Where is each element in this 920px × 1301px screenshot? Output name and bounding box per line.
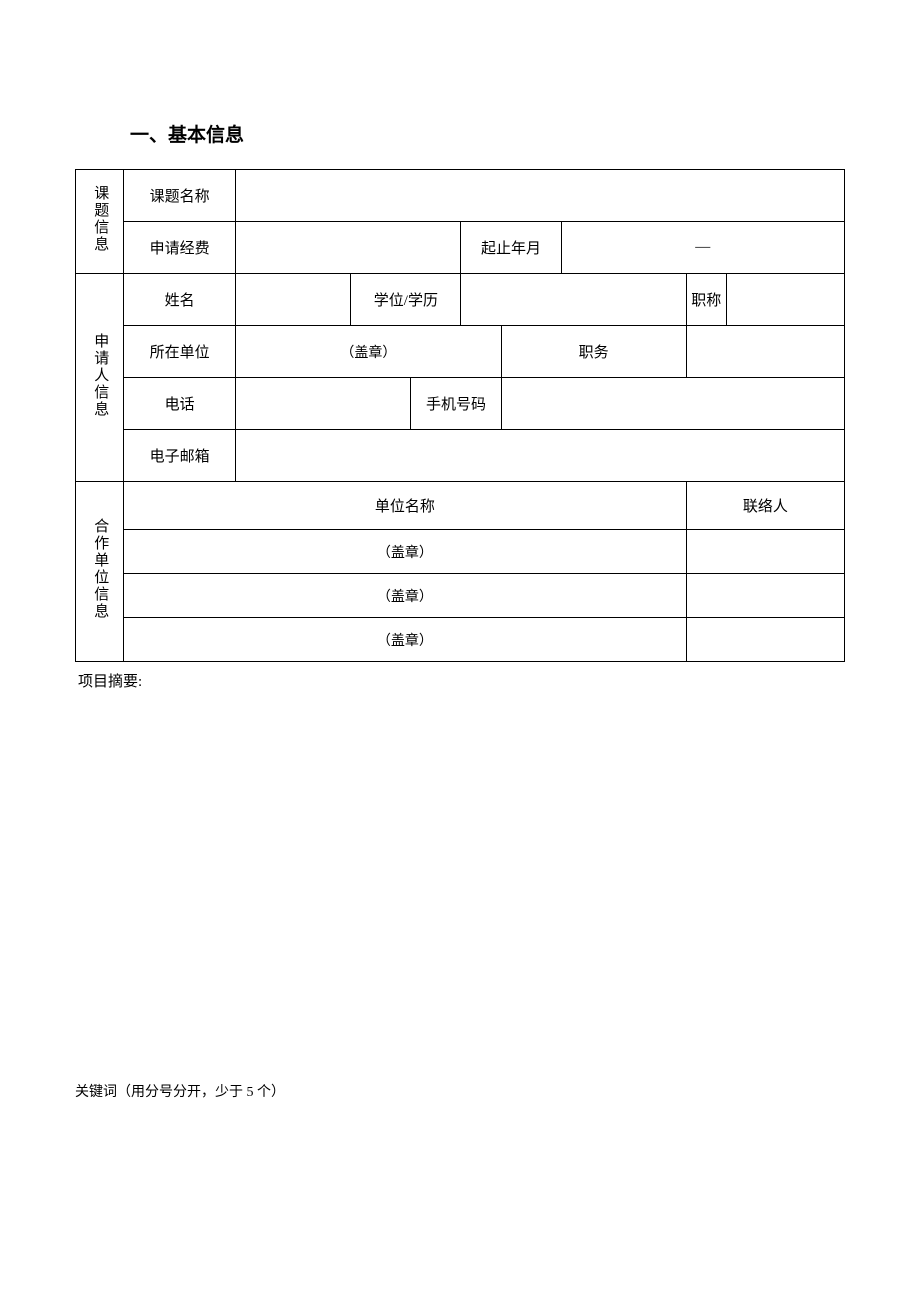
applicant-name-value: [236, 274, 351, 326]
period-label: 起止年月: [461, 222, 561, 274]
mobile-label: 手机号码: [411, 378, 501, 430]
project-section-label: 课题信息: [76, 170, 124, 274]
project-name-value: [236, 170, 845, 222]
phone-label: 电话: [124, 378, 236, 430]
partner-section-label: 合作单位信息: [76, 482, 124, 662]
phone-value: [236, 378, 411, 430]
title-label: 职称: [686, 274, 726, 326]
applicant-section-label: 申请人信息: [76, 274, 124, 482]
mobile-value: [501, 378, 845, 430]
title-value: [726, 274, 844, 326]
applicant-name-label: 姓名: [124, 274, 236, 326]
funding-label: 申请经费: [124, 222, 236, 274]
project-name-label: 课题名称: [124, 170, 236, 222]
partner-contact-header: 联络人: [686, 482, 844, 530]
position-label: 职务: [501, 326, 686, 378]
summary-label: 项目摘要:: [78, 670, 845, 691]
partner-row-contact: [686, 530, 844, 574]
period-value: —: [561, 222, 844, 274]
basic-info-table: 课题信息 课题名称 申请经费 起止年月 — 申请人信息 姓名 学位/学历 职称 …: [75, 169, 845, 662]
degree-value: [461, 274, 686, 326]
partner-unit-header: 单位名称: [124, 482, 687, 530]
position-value: [686, 326, 844, 378]
email-value: [236, 430, 845, 482]
partner-row-contact: [686, 618, 844, 662]
degree-label: 学位/学历: [351, 274, 461, 326]
email-label: 电子邮箱: [124, 430, 236, 482]
unit-value: （盖章）: [236, 326, 501, 378]
section-heading: 一、基本信息: [130, 120, 845, 147]
partner-row-unit: （盖章）: [124, 530, 687, 574]
keywords-label: 关键词（用分号分开，少于 5 个）: [75, 1081, 845, 1101]
unit-label: 所在单位: [124, 326, 236, 378]
partner-row-unit: （盖章）: [124, 574, 687, 618]
funding-value: [236, 222, 461, 274]
partner-row-contact: [686, 574, 844, 618]
partner-row-unit: （盖章）: [124, 618, 687, 662]
